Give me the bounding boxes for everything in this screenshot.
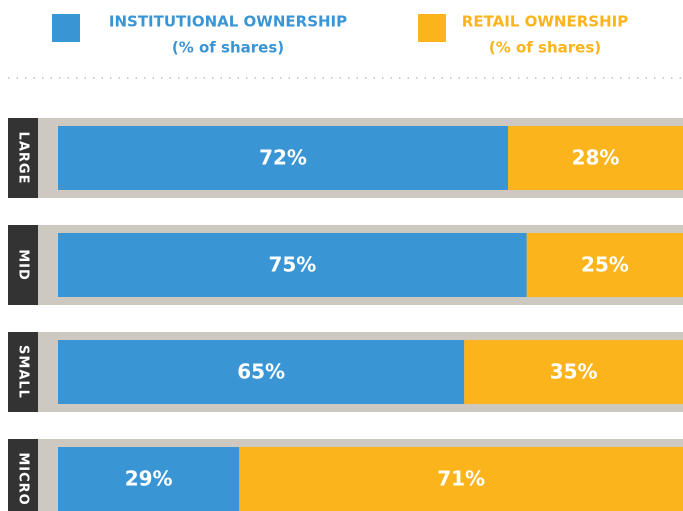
legend-swatch — [52, 14, 80, 42]
category-tab — [8, 332, 38, 412]
legend-unit: (% of shares) — [489, 39, 601, 57]
category-label: MID — [16, 249, 31, 281]
category-tab — [8, 439, 38, 511]
bar-segment — [526, 233, 683, 297]
bar-segment — [58, 233, 527, 297]
bar-segment — [239, 447, 683, 511]
bar-segment — [464, 340, 683, 404]
bar-segment — [58, 340, 465, 404]
value-label: 35% — [550, 360, 598, 384]
legend-unit: (% of shares) — [172, 39, 284, 57]
value-label: 65% — [237, 360, 285, 384]
category-label: MICRO — [16, 452, 31, 505]
bar-segment — [508, 126, 683, 190]
bar-segment — [58, 126, 508, 190]
legend-label: RETAIL OWNERSHIP — [462, 13, 628, 31]
legend-label: INSTITUTIONAL OWNERSHIP — [109, 13, 347, 31]
value-label: 29% — [125, 467, 173, 491]
value-label: 75% — [268, 253, 316, 277]
value-label: 25% — [581, 253, 629, 277]
value-label: 71% — [437, 467, 485, 491]
category-tab — [8, 225, 38, 305]
category-tab — [8, 118, 38, 198]
category-label: SMALL — [16, 345, 31, 399]
value-label: 28% — [572, 146, 620, 170]
value-label: 72% — [259, 146, 307, 170]
category-label: LARGE — [16, 132, 31, 185]
bar-segment — [58, 447, 240, 511]
legend-swatch — [418, 14, 446, 42]
